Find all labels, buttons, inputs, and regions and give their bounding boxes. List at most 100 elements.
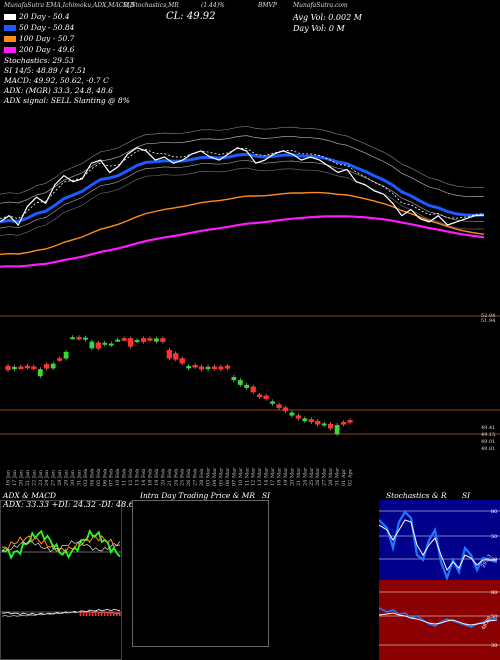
price-tick: 51.94 xyxy=(481,318,495,324)
si-signal-line xyxy=(379,612,498,626)
date-label: 25 Mar xyxy=(309,467,315,486)
macd-hist-bar xyxy=(91,612,94,616)
ema-guide-line xyxy=(0,125,484,195)
ema-lines xyxy=(0,125,485,268)
candle-body xyxy=(154,338,159,342)
si-lines xyxy=(379,607,498,628)
stoch-panel-title: Stochastics & R xyxy=(386,491,447,500)
date-label: 11 Mar xyxy=(244,467,250,486)
macd-hist-bar xyxy=(94,612,97,616)
adx-macd-chart xyxy=(0,500,122,660)
date-label: 06 Mar xyxy=(225,467,231,486)
price-tick: 52.04 xyxy=(481,313,495,319)
candle-body xyxy=(76,337,82,340)
date-label: 24 Feb xyxy=(173,469,179,486)
date-label: 19 Mar xyxy=(283,467,289,486)
candle-body xyxy=(108,343,114,346)
candle-body xyxy=(179,358,185,364)
date-label: 21 Feb xyxy=(167,469,173,486)
candle-body xyxy=(270,401,275,404)
legend-swatch xyxy=(4,14,16,20)
legend-ema50: 50 Day - 50.84 xyxy=(4,23,74,32)
legend-label: 100 Day - 50.7 xyxy=(19,34,75,43)
date-label: 28 Mar xyxy=(328,467,334,486)
candle-body xyxy=(70,337,75,340)
stoch-d-line xyxy=(379,519,497,572)
date-label: 13 Feb xyxy=(135,469,141,486)
candle-body xyxy=(63,351,69,359)
date-label: 18 Feb xyxy=(147,469,153,486)
date-label: 12 Mar xyxy=(251,467,257,486)
candle-body xyxy=(166,350,172,359)
date-label: 30 Jan xyxy=(70,469,76,486)
date-label: 06 Feb xyxy=(102,469,108,486)
adx-series-line xyxy=(1,534,121,554)
date-label: 26 Feb xyxy=(186,469,192,486)
date-label: 28 Feb xyxy=(199,469,205,486)
header-mid: SI,Stochastics,MR xyxy=(123,2,179,9)
candle-body xyxy=(18,366,24,370)
date-label: 01 Apr xyxy=(341,468,347,486)
adx-value: ADX: (MGR) 33.3, 24.8, 48.6 xyxy=(4,86,113,95)
ema-dotted-line xyxy=(0,147,485,220)
macd-hist-bar xyxy=(100,612,103,616)
macd-hist-bar xyxy=(112,612,115,616)
avg-volume: Avg Vol: 0.002 M xyxy=(293,13,362,22)
date-label: 31 Mar xyxy=(335,467,341,486)
legend-ema20: 20 Day - 50.4 xyxy=(4,12,70,21)
candle-body xyxy=(50,363,56,369)
date-label: 07 Mar xyxy=(231,467,237,486)
macd-hist-bar xyxy=(82,612,85,616)
day-volume: Day Vol: 0 M xyxy=(293,24,345,33)
date-label: 10 Feb xyxy=(115,469,121,486)
adx-frame xyxy=(0,500,122,660)
candle-body xyxy=(44,364,50,369)
candle-body xyxy=(321,423,327,426)
legend-swatch xyxy=(4,47,16,53)
stoch-tick-50: 50 xyxy=(491,534,497,540)
candle-body xyxy=(237,380,243,385)
candle-body xyxy=(102,342,108,345)
candle-chart: 16 Jan 17 Jan 20 Jan 21 Jan 22 Jan 23 Jan 24 J… xyxy=(0,313,500,486)
price-tick: 48.81 xyxy=(481,446,495,452)
candle-body xyxy=(56,358,63,361)
ema-guide-line xyxy=(0,135,484,204)
date-label: 26 Mar xyxy=(315,467,321,486)
candle-body xyxy=(134,340,140,343)
macd-hist-bar xyxy=(115,612,118,616)
candle-body xyxy=(147,338,153,341)
candle-body xyxy=(205,366,211,370)
date-label: 02 Apr xyxy=(348,468,354,486)
candle-body xyxy=(186,366,192,369)
ema-20-line xyxy=(0,147,485,227)
stoch-bg xyxy=(379,500,500,580)
price-tick: 49.01 xyxy=(481,439,495,445)
date-label: 21 Mar xyxy=(296,467,302,486)
date-label: 25 Feb xyxy=(180,469,186,486)
adx-series-line xyxy=(1,528,121,561)
si-tick-30: 30 xyxy=(491,643,497,649)
si-value: SI 14/5: 48.89 / 47.51 xyxy=(4,66,87,75)
date-label: 24 Mar xyxy=(302,467,308,486)
candle-body xyxy=(115,339,121,342)
candle-body xyxy=(250,386,256,393)
date-label: 04 Feb xyxy=(89,469,95,486)
candle-body xyxy=(5,365,11,371)
candle-body xyxy=(83,337,88,340)
date-label: 27 Mar xyxy=(322,467,328,486)
adx-panel-title: ADX & MACD xyxy=(3,491,57,500)
candles xyxy=(5,335,353,437)
stoch-lines xyxy=(379,510,498,582)
date-label: 05 Mar xyxy=(218,467,224,486)
ema-50-line xyxy=(0,152,484,224)
candle-body xyxy=(211,366,218,370)
date-label: 12 Feb xyxy=(128,469,134,486)
date-label: 17 Jan xyxy=(12,469,18,486)
adx-signal: ADX signal: SELL Slanting @ 8% xyxy=(4,96,130,105)
legend-ema200: 200 Day - 49.6 xyxy=(4,45,74,54)
candle-body xyxy=(347,420,353,423)
candle-body xyxy=(140,338,147,342)
candle-body xyxy=(282,407,289,412)
stoch-value: Stochastics: 29.53 xyxy=(4,56,74,65)
legend-ema100: 100 Day - 50.7 xyxy=(4,34,74,43)
